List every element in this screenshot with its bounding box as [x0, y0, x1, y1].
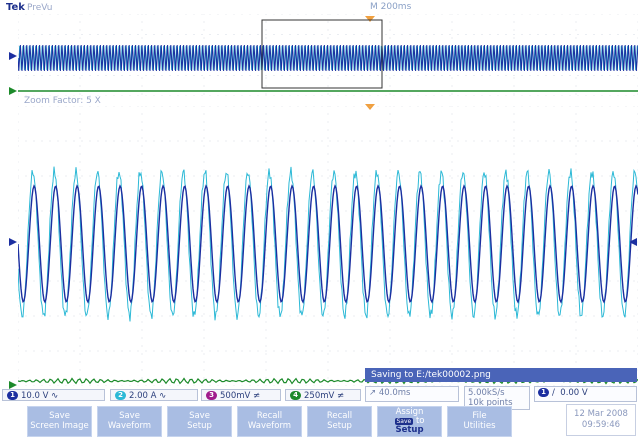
ch2-scale: 2.00 A: [129, 391, 157, 401]
ch4-ground-marker[interactable]: [9, 87, 19, 97]
ch1-zoom-ground-marker[interactable]: [9, 238, 19, 248]
ch1-scale: 10.0 V: [21, 391, 49, 401]
save-setup-button[interactable]: Save Setup: [167, 406, 232, 437]
button-label: Setup: [395, 425, 424, 435]
ch2-scale-readout[interactable]: 2 2.00 A ∿: [110, 389, 198, 401]
ch4-scale-readout[interactable]: 4 250mV ≠: [285, 389, 361, 401]
ch4-zoom-ground-marker[interactable]: [9, 381, 19, 391]
brand-logo: Tek PreVu: [6, 2, 53, 13]
recall-setup-button[interactable]: Recall Setup: [307, 406, 372, 437]
zoom-window-box: [261, 19, 383, 89]
save-waveform-button[interactable]: Save Waveform: [97, 406, 162, 437]
save-key-icon: Save: [394, 418, 414, 425]
ch1-ground-marker[interactable]: [9, 52, 19, 62]
button-label: Recall: [326, 411, 353, 421]
trigger-level-marker[interactable]: [629, 238, 639, 248]
button-label: Setup: [327, 421, 352, 431]
button-label: to: [415, 416, 425, 426]
save-screen-image-button[interactable]: Save Screen Image: [27, 406, 92, 437]
overview-waveform-display[interactable]: [18, 14, 638, 96]
ch3-coupling-icon: ≠: [253, 391, 261, 401]
timebase-readout: M 200ms: [370, 2, 412, 12]
acquisition-mode: PreVu: [26, 3, 53, 13]
date-time-readout: 12 Mar 2008 09:59:46: [566, 404, 636, 436]
zoom-waveform-display[interactable]: [18, 106, 638, 386]
sample-rate: 5.00kS/s: [468, 388, 505, 398]
ch3-badge: 3: [206, 391, 217, 400]
ch2-coupling-icon: ∿: [159, 391, 167, 401]
trigger-readout[interactable]: 1/ 0.00 V: [534, 386, 637, 402]
assign-save-to-setup-button[interactable]: Assign Save to Setup: [377, 406, 442, 437]
button-label: Setup: [187, 421, 212, 431]
ch3-scale-readout[interactable]: 3 500mV ≠: [201, 389, 281, 401]
saving-status-bar: Saving to E:/tek00002.png: [365, 368, 637, 382]
time: 09:59:46: [581, 420, 621, 430]
ch1-coupling-icon: ∿: [51, 391, 59, 401]
ch3-scale: 500mV: [220, 391, 251, 401]
button-label: Waveform: [107, 421, 152, 431]
horizontal-position: 40.0ms: [378, 388, 411, 398]
button-label: Recall: [256, 411, 283, 421]
file-utilities-button[interactable]: File Utilities: [447, 406, 512, 437]
recall-waveform-button[interactable]: Recall Waveform: [237, 406, 302, 437]
button-label: Utilities: [463, 421, 496, 431]
button-label: Waveform: [247, 421, 292, 431]
button-label: Save: [49, 411, 70, 421]
brand-name: Tek: [6, 2, 25, 13]
button-label: Screen Image: [30, 421, 89, 431]
zoom-factor-label: Zoom Factor: 5 X: [24, 96, 101, 106]
zoom-trigger-marker: [365, 104, 375, 110]
overview-ch1-trace: [18, 44, 638, 72]
button-label: File: [472, 411, 487, 421]
ch4-coupling-icon: ≠: [337, 391, 345, 401]
ch4-badge: 4: [290, 391, 301, 400]
button-label: Save: [189, 411, 210, 421]
button-label: Save: [119, 411, 140, 421]
button-label: Save to: [378, 417, 441, 426]
ch1-scale-readout[interactable]: 1 10.0 V ∿: [2, 389, 105, 401]
ch2-badge: 2: [115, 391, 126, 400]
position-icon: ↗: [369, 388, 377, 398]
ch1-badge: 1: [7, 391, 18, 400]
trigger-level: 0.00 V: [560, 388, 588, 398]
trigger-slope-icon: /: [552, 388, 555, 398]
trigger-source-badge: 1: [538, 388, 549, 397]
horizontal-position-readout[interactable]: ↗ 40.0ms: [365, 386, 459, 402]
trigger-position-marker: [365, 16, 375, 22]
zoom-ch1-trace: [18, 184, 638, 304]
record-length: 10k points: [468, 398, 513, 408]
date: 12 Mar 2008: [574, 409, 628, 419]
ch4-scale: 250mV: [304, 391, 335, 401]
button-label: Assign: [395, 407, 424, 417]
